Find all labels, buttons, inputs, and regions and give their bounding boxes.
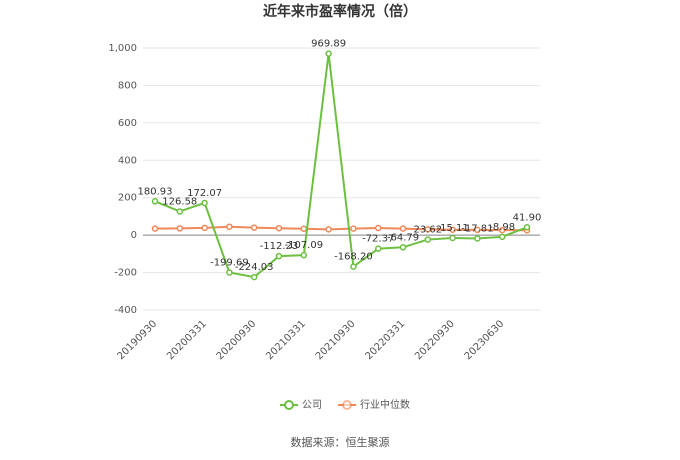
point <box>449 226 456 233</box>
data-label: 172.07 <box>187 188 222 199</box>
point <box>399 244 407 251</box>
point <box>374 224 382 232</box>
legend-marker <box>342 400 352 410</box>
data-label: -8.98 <box>489 222 515 233</box>
data-label: -17.81 <box>461 223 493 234</box>
x-tick-label: 20210331 <box>264 318 308 362</box>
point <box>275 224 283 232</box>
point <box>201 199 208 207</box>
point <box>226 223 233 230</box>
series-line <box>154 225 528 232</box>
point <box>250 273 258 281</box>
data-label: -72.37 <box>362 234 394 245</box>
chart-title: 近年来市盈率情况（倍） <box>263 3 417 20</box>
point <box>275 252 283 260</box>
point <box>399 225 407 232</box>
y-tick-label: -200 <box>114 268 137 279</box>
data-label: -112.23 <box>260 241 299 252</box>
y-tick-label: -400 <box>114 305 137 316</box>
point <box>325 50 332 57</box>
point <box>250 224 258 231</box>
legend-marker <box>284 400 294 410</box>
data-label: 180.93 <box>138 186 173 197</box>
point <box>350 263 357 270</box>
point <box>350 225 357 232</box>
point <box>374 245 382 252</box>
data-label: 23.62 <box>413 225 442 236</box>
point <box>176 225 184 232</box>
y-tick-label: 400 <box>118 155 137 166</box>
point <box>523 224 531 231</box>
point <box>151 198 159 205</box>
data-label: -107.09 <box>284 240 323 251</box>
legend-label: 公司 <box>302 400 322 411</box>
data-label: -15.11 <box>436 223 468 234</box>
x-tick-label: 20200331 <box>165 318 209 362</box>
data-label: 969.89 <box>311 39 346 50</box>
x-tick-label: 20230630 <box>463 318 507 362</box>
point <box>300 225 308 233</box>
source: 数据来源：恒生聚源 <box>291 435 390 449</box>
y-tick-label: 0 <box>131 230 137 241</box>
point <box>151 225 159 232</box>
x-tick-label: 20220331 <box>363 318 407 362</box>
data-label: -168.20 <box>334 252 373 263</box>
series-line <box>154 53 528 279</box>
data-label: 126.58 <box>162 196 197 207</box>
x-tick-label: 20190930 <box>115 318 159 362</box>
point <box>449 234 456 242</box>
point <box>226 269 233 276</box>
legend-label: 行业中位数 <box>360 398 410 411</box>
y-tick-label: 600 <box>118 118 137 129</box>
point <box>474 235 481 242</box>
point <box>424 226 432 233</box>
x-tick-label: 20220930 <box>413 318 457 362</box>
point <box>498 226 506 234</box>
point <box>424 236 432 243</box>
y-tick-label: 1,000 <box>108 43 137 54</box>
x-tick-label: 20200930 <box>215 318 259 362</box>
point <box>325 226 332 233</box>
data-label: 41.90 <box>513 212 542 223</box>
y-tick-label: 200 <box>118 193 137 204</box>
data-label: -224.03 <box>235 262 274 273</box>
point <box>498 233 506 241</box>
data-label: -64.79 <box>387 232 419 243</box>
y-tick-label: 800 <box>118 80 137 91</box>
point <box>201 224 208 232</box>
point <box>300 251 308 259</box>
point <box>176 208 184 215</box>
data-label: -199.69 <box>210 258 249 269</box>
point <box>474 226 481 234</box>
x-tick-label: 20210930 <box>314 318 358 362</box>
